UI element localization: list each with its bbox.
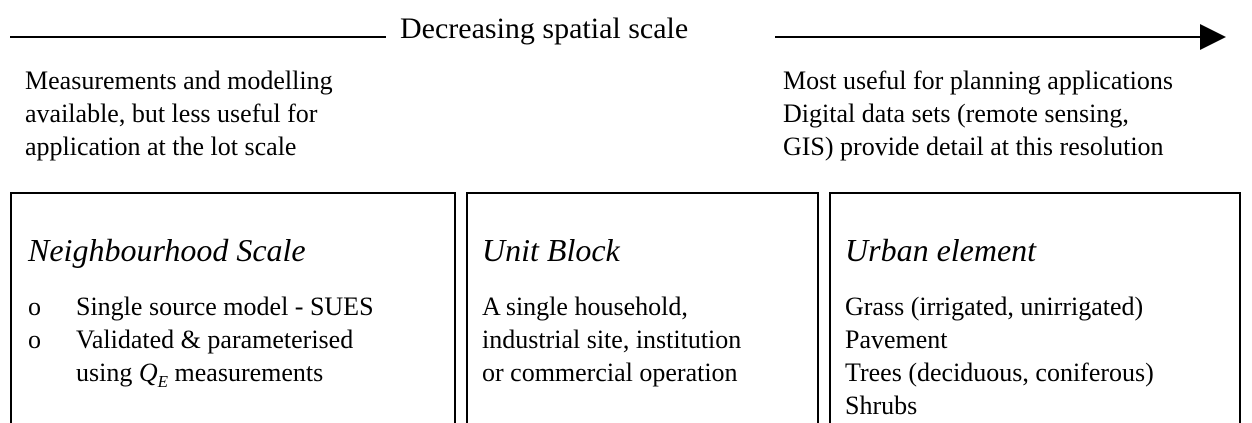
box-line: or commercial operation bbox=[482, 358, 738, 387]
note-left: application at the lot scale bbox=[25, 132, 297, 161]
text: measurements bbox=[168, 358, 324, 387]
subscript: E bbox=[157, 372, 169, 392]
note-right: Most useful for planning applications bbox=[783, 66, 1173, 95]
box-line: Pavement bbox=[845, 325, 948, 354]
bullet: o bbox=[28, 325, 41, 354]
box-title: Unit Block bbox=[482, 232, 620, 268]
box-line: industrial site, institution bbox=[482, 325, 742, 354]
box-title: Urban element bbox=[845, 232, 1037, 268]
box-line: Grass (irrigated, unirrigated) bbox=[845, 292, 1144, 321]
box-line: Validated & parameterised bbox=[76, 325, 354, 354]
scale-arrows bbox=[10, 24, 1226, 50]
arrow-head bbox=[1200, 24, 1226, 50]
box-neighbourhood: Neighbourhood Scale o Single source mode… bbox=[10, 192, 456, 423]
text: using bbox=[76, 358, 139, 387]
box-line: Shrubs bbox=[845, 391, 918, 420]
box-title: Neighbourhood Scale bbox=[28, 232, 306, 268]
box-line: Trees (deciduous, coniferous) bbox=[845, 358, 1154, 387]
note-right: GIS) provide detail at this resolution bbox=[783, 132, 1164, 161]
box-urban-element: Urban element Grass (irrigated, unirriga… bbox=[829, 192, 1241, 423]
bullet: o bbox=[28, 292, 41, 321]
box-line: A single household, bbox=[482, 292, 688, 321]
box-unit-block: Unit Block A single household, industria… bbox=[466, 192, 819, 423]
note-right: Digital data sets (remote sensing, bbox=[783, 99, 1129, 128]
box-line: using QE measurements bbox=[76, 356, 323, 398]
scale-heading: Decreasing spatial scale bbox=[400, 12, 689, 45]
note-left: Measurements and modelling bbox=[25, 66, 333, 95]
box-line: Single source model - SUES bbox=[76, 292, 374, 321]
note-left: available, but less useful for bbox=[25, 99, 318, 128]
symbol: Q bbox=[138, 358, 158, 387]
